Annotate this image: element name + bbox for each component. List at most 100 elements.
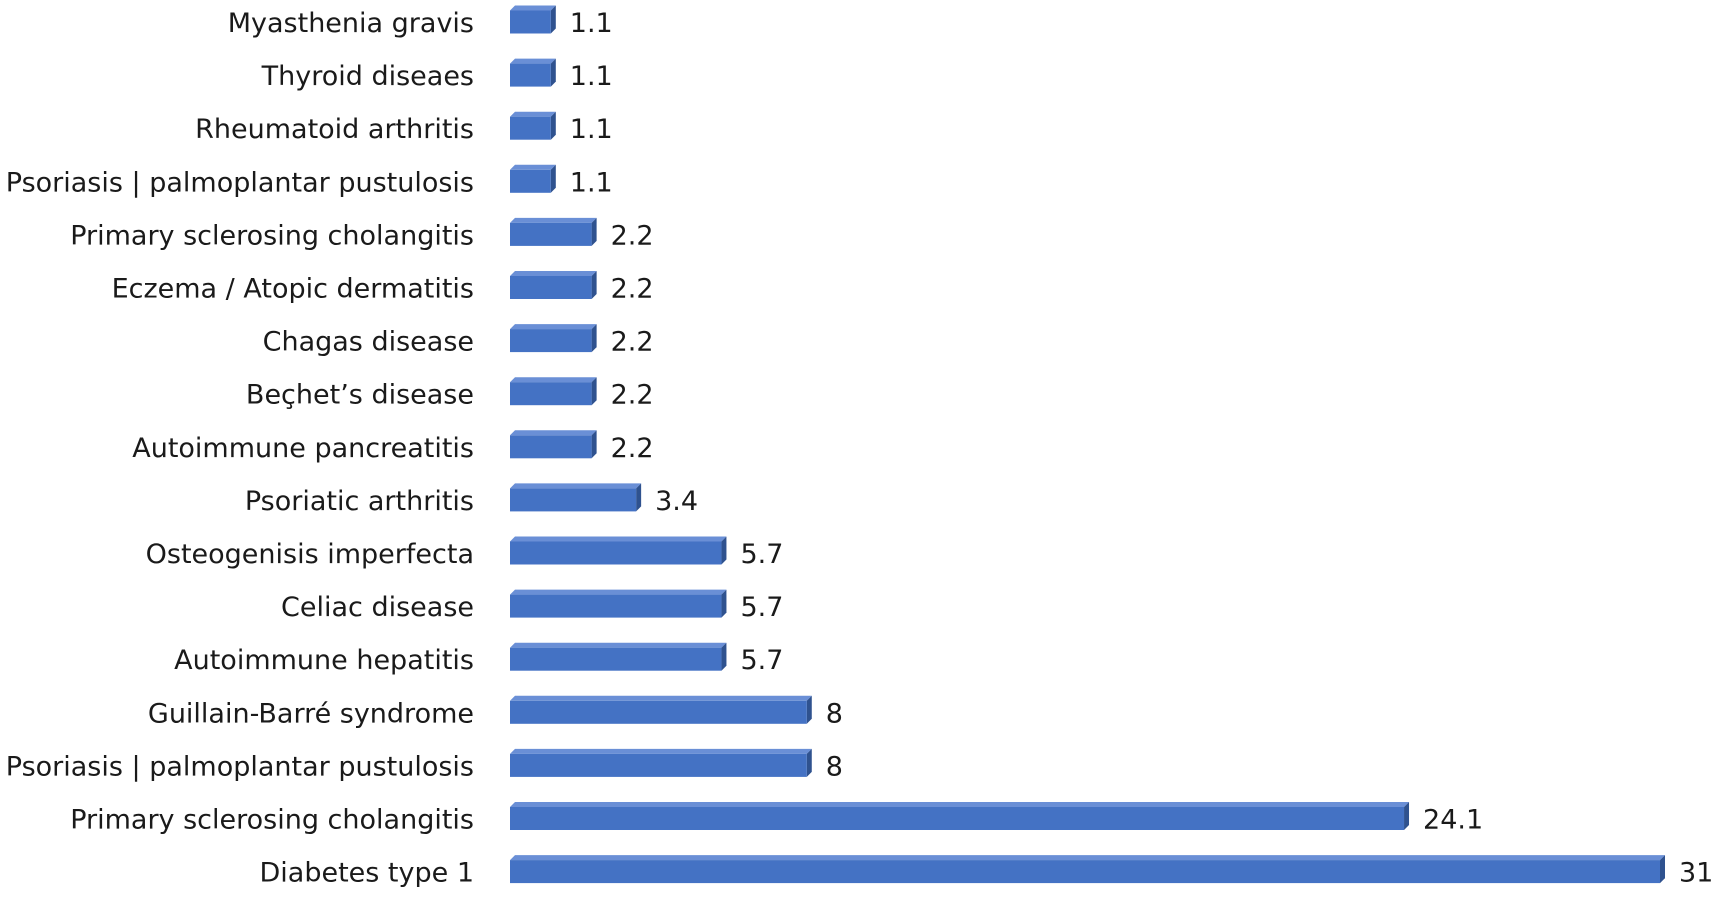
bar <box>510 483 642 512</box>
category-label: Myasthenia gravis <box>228 8 474 39</box>
category-label: Psoriasis | palmoplantar pustulosis <box>6 167 474 198</box>
bar-top-face <box>510 164 556 170</box>
data-label: 1.1 <box>570 61 613 92</box>
bar-front-face <box>510 222 592 246</box>
category-label: Diabetes type 1 <box>259 858 474 889</box>
bar-top-face <box>510 377 597 383</box>
data-label: 1.1 <box>570 167 613 198</box>
data-label: 2.2 <box>611 274 654 305</box>
bar-front-face <box>510 753 807 777</box>
data-labels-layer: 1.11.11.11.12.22.22.22.22.23.45.75.75.78… <box>570 8 1713 889</box>
bar-top-face <box>510 111 556 117</box>
category-label: Primary sclerosing cholangitis <box>70 220 474 251</box>
bar <box>510 589 727 618</box>
data-label: 5.7 <box>740 645 783 676</box>
bar-front-face <box>510 860 1660 884</box>
bar-top-face <box>510 802 1410 807</box>
bar-front-face <box>510 63 551 87</box>
bar <box>510 802 1410 830</box>
bar-front-face <box>510 169 551 193</box>
category-label: Autoimmune hepatitis <box>174 645 474 676</box>
bar-front-face <box>510 435 592 459</box>
bar-front-face <box>510 329 592 353</box>
bar-side-face <box>721 536 727 565</box>
data-label: 8 <box>826 751 843 782</box>
bar-side-face <box>806 695 812 724</box>
bar-top-face <box>510 217 597 223</box>
bar-front-face <box>510 276 592 299</box>
bar-side-face <box>1660 855 1665 884</box>
bar-front-face <box>510 116 551 140</box>
bar <box>510 642 727 671</box>
data-label: 3.4 <box>655 486 698 517</box>
bar-front-face <box>510 807 1405 830</box>
bar-front-face <box>510 382 592 406</box>
bar-front-face <box>510 594 722 618</box>
bar-side-face <box>591 377 597 406</box>
category-label: Thyroid diseaes <box>261 61 474 92</box>
bar-side-face <box>550 111 556 140</box>
bar-front-face <box>510 541 722 565</box>
bar-top-face <box>510 58 556 64</box>
bar <box>510 855 1665 884</box>
bar-front-face <box>510 10 551 34</box>
bar-side-face <box>721 642 727 671</box>
bar-top-face <box>510 748 812 754</box>
data-label: 2.2 <box>611 433 654 464</box>
bar-side-face <box>591 271 597 299</box>
category-label: Psoriasis | palmoplantar pustulosis <box>6 751 474 782</box>
bar-top-face <box>510 855 1665 861</box>
category-label: Rheumatoid arthritis <box>195 114 474 145</box>
data-label: 5.7 <box>740 539 783 570</box>
data-label: 1.1 <box>570 8 613 39</box>
bar-side-face <box>550 58 556 87</box>
bar-top-face <box>510 271 597 276</box>
bar-top-face <box>510 642 727 648</box>
bar-top-face <box>510 536 727 542</box>
bar <box>510 58 556 87</box>
bar-top-face <box>510 695 812 701</box>
data-label: 31 <box>1679 858 1713 889</box>
bar-top-face <box>510 483 642 489</box>
bar <box>510 217 597 246</box>
category-label: Beçhet’s disease <box>246 380 474 411</box>
bar-top-face <box>510 430 597 436</box>
bar <box>510 748 812 777</box>
bar-front-face <box>510 700 807 724</box>
bar-front-face <box>510 647 722 671</box>
bar-side-face <box>591 430 597 459</box>
bar-side-face <box>591 217 597 246</box>
bar <box>510 695 812 724</box>
data-label: 2.2 <box>611 380 654 411</box>
data-label: 2.2 <box>611 220 654 251</box>
bar <box>510 430 597 459</box>
bar-top-face <box>510 324 597 330</box>
category-labels-layer: Myasthenia gravis Thyroid diseaes Rheumato… <box>6 8 474 889</box>
data-label: 8 <box>826 698 843 729</box>
category-label: Autoimmune pancreatitis <box>132 433 474 464</box>
bar <box>510 111 556 140</box>
bar <box>510 536 727 565</box>
data-label: 1.1 <box>570 114 613 145</box>
bar-front-face <box>510 488 637 512</box>
bar <box>510 164 556 193</box>
bar-side-face <box>550 164 556 193</box>
data-label: 5.7 <box>740 592 783 623</box>
bar-side-face <box>591 324 597 353</box>
bar <box>510 324 597 353</box>
category-label: Chagas disease <box>263 327 474 358</box>
category-label: Celiac disease <box>281 592 474 623</box>
category-label: Psoriatic arthritis <box>245 486 474 517</box>
bar-side-face <box>1404 802 1410 830</box>
category-label: Guillain-Barré syndrome <box>148 698 474 729</box>
bar-side-face <box>721 589 727 618</box>
bar-top-face <box>510 5 556 11</box>
bar-side-face <box>636 483 642 512</box>
bar-side-face <box>550 5 556 34</box>
category-label: Osteogenisis imperfecta <box>146 539 474 570</box>
category-label: Eczema / Atopic dermatitis <box>112 274 474 305</box>
bar <box>510 271 597 299</box>
data-label: 24.1 <box>1423 805 1483 836</box>
